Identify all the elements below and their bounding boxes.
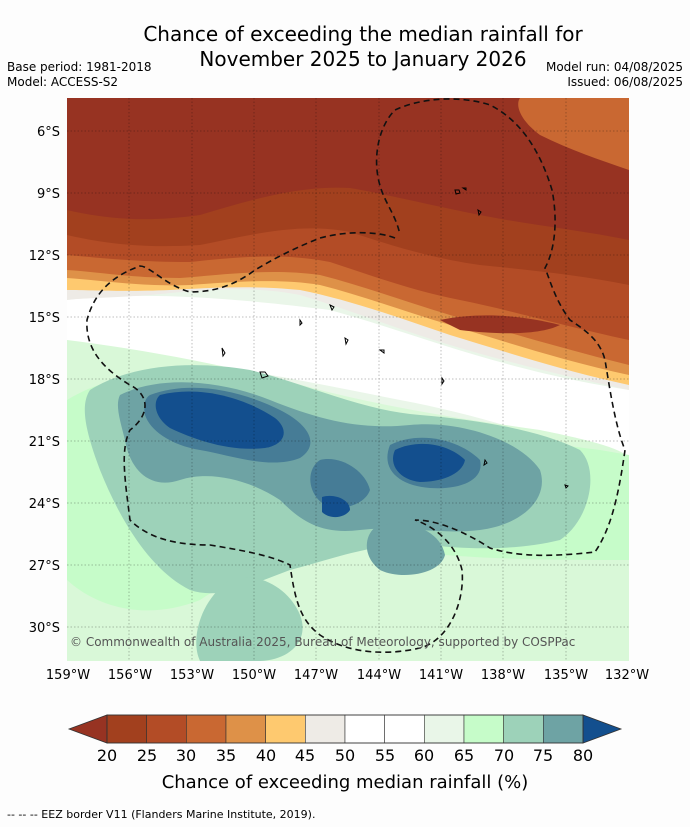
neutral-band	[67, 295, 629, 470]
area-75b	[310, 459, 370, 508]
area-80b	[392, 443, 465, 482]
colorbar-tick-label: 25	[137, 746, 157, 765]
colorbar-high-arrow	[582, 714, 623, 744]
colorbar-tick-label: 75	[533, 746, 553, 765]
lat-label: 9°S	[37, 187, 60, 202]
colorbar-ticks: 20 25 30 35 40 45 50 55 60 65 70 75 80	[97, 746, 593, 765]
colorbar-segment	[146, 714, 187, 744]
colorbar-segment	[543, 714, 584, 744]
colorbar-segment	[424, 714, 465, 744]
colorbar-frame	[106, 714, 584, 744]
colorbar-segment	[265, 714, 306, 744]
colorbar-tick-label: 80	[573, 746, 593, 765]
lat-label: 24°S	[29, 497, 60, 512]
area-80	[155, 391, 284, 449]
meta-right: Model run: 04/08/2025 Issued: 06/08/2025	[546, 60, 683, 90]
colorbar-segment	[384, 714, 425, 744]
colorbar-segment	[503, 714, 544, 744]
lon-label: 138°W	[481, 668, 525, 683]
colorbar-segment	[186, 714, 227, 744]
eez-legend-note: -- -- -- EEZ border V11 (Flanders Marine…	[7, 808, 316, 821]
colorbar-tick-label: 40	[256, 746, 276, 765]
title-line-1: Chance of exceeding the median rainfall …	[143, 22, 583, 46]
colorbar-segment	[463, 714, 504, 744]
colorbar-tick-label: 30	[176, 746, 196, 765]
colorbar-tick-label: 20	[97, 746, 117, 765]
lon-label: 153°W	[170, 668, 214, 683]
longitude-labels: 159°W 156°W 153°W 150°W 147°W 144°W 141°…	[46, 668, 649, 683]
lon-label: 135°W	[544, 668, 588, 683]
colorbar-segment	[305, 714, 346, 744]
lat-label: 15°S	[29, 311, 60, 326]
lon-label: 144°W	[357, 668, 401, 683]
colorbar: 20 25 30 35 40 45 50 55 60 65 70 75 80 C…	[67, 714, 623, 793]
meta-left: Base period: 1981-2018 Model: ACCESS-S2	[7, 60, 152, 90]
area-80c	[322, 495, 350, 518]
colorbar-tick-label: 55	[375, 746, 395, 765]
lon-label: 132°W	[605, 668, 649, 683]
band-ne-30	[518, 98, 629, 170]
eez-borders	[86, 98, 626, 654]
copyright-notice: © Commonwealth of Australia 2025, Bureau…	[70, 635, 575, 649]
lat-label: 21°S	[29, 435, 60, 450]
colorbar-tick-label: 60	[414, 746, 434, 765]
area-70b	[366, 523, 445, 575]
lat-label: 30°S	[29, 621, 60, 636]
base-period: Base period: 1981-2018	[7, 60, 152, 74]
model-run: Model run: 04/08/2025	[545, 60, 683, 74]
map-fill	[67, 98, 629, 661]
colorbar-low-arrow	[67, 714, 108, 744]
lon-label: 150°W	[232, 668, 276, 683]
latitude-labels: 6°S 9°S 12°S 15°S 18°S 21°S 24°S 27°S 30…	[29, 125, 60, 636]
lat-label: 18°S	[29, 373, 60, 388]
colorbar-tick-label: 50	[335, 746, 355, 765]
model-name: Model: ACCESS-S2	[7, 75, 119, 89]
colorbar-tick-label: 45	[295, 746, 315, 765]
colorbar-tick-label: 70	[494, 746, 514, 765]
colorbar-title: Chance of exceeding median rainfall (%)	[162, 772, 529, 793]
lon-label: 156°W	[108, 668, 152, 683]
rainfall-map: © Commonwealth of Australia 2025, Bureau…	[29, 98, 649, 793]
chart-title: Chance of exceeding the median rainfall …	[0, 22, 690, 72]
band-below-20	[67, 98, 629, 240]
colorbar-tick-label: 35	[216, 746, 236, 765]
lat-label: 27°S	[29, 559, 60, 574]
islands	[221, 187, 569, 489]
lon-label: 141°W	[419, 668, 463, 683]
lat-label: 6°S	[37, 125, 60, 140]
gridlines	[67, 98, 629, 661]
area-65b	[196, 577, 303, 661]
colorbar-segment	[106, 714, 147, 744]
colorbar-segment	[225, 714, 266, 744]
band-patch	[440, 315, 560, 334]
title-line-2: November 2025 to January 2026	[199, 47, 527, 71]
colorbar-tick-label: 65	[454, 746, 474, 765]
colorbar-segment	[344, 714, 385, 744]
lon-label: 147°W	[294, 668, 338, 683]
colorbar-segments	[106, 714, 584, 744]
lat-label: 12°S	[29, 249, 60, 264]
lon-label: 159°W	[46, 668, 90, 683]
issued-date: Issued: 06/08/2025	[567, 75, 683, 89]
